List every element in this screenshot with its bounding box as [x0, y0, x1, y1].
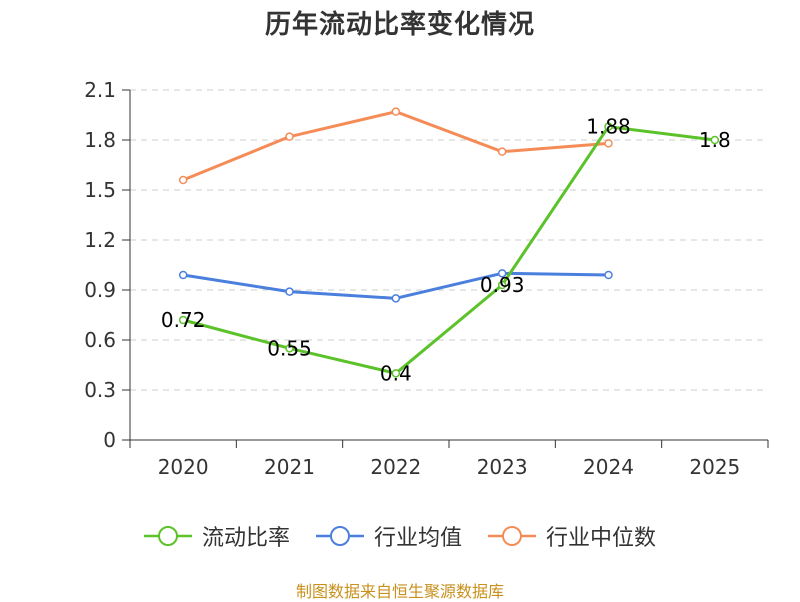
data-point [710, 135, 720, 145]
data-point [391, 107, 401, 116]
data-point [497, 147, 507, 156]
series-line-0 [182, 125, 716, 375]
data-label: 0.55 [267, 336, 312, 360]
data-point [497, 280, 507, 290]
data-point [391, 369, 401, 378]
x-tick-label: 2025 [689, 455, 740, 479]
y-tick-label: 0 [103, 428, 116, 452]
data-label: 1.8 [699, 128, 731, 152]
series-line-2 [182, 110, 609, 182]
legend-item-industry-mean[interactable]: 行业均值 [315, 520, 462, 552]
data-point [178, 175, 188, 185]
legend-marker-industry-mean [315, 526, 364, 546]
data-point [178, 315, 188, 325]
legend-marker-industry-median [488, 526, 536, 546]
source-note: 制图数据来自恒生聚源数据库 [295, 582, 504, 601]
data-label: 0.4 [380, 361, 412, 385]
data-label: 0.93 [480, 273, 525, 297]
x-tick-label: 2024 [583, 455, 634, 479]
x-tick-label: 2023 [477, 455, 528, 479]
y-tick-label: 1.8 [84, 128, 116, 152]
y-tick-label: 0.6 [84, 328, 116, 352]
data-point [178, 270, 188, 280]
x-tick-label: 2020 [158, 455, 209, 479]
legend-label-current-ratio: 流动比率 [201, 526, 290, 551]
data-point [604, 270, 613, 280]
data-point [604, 122, 613, 131]
data-point [285, 344, 294, 353]
y-tick-label: 0.3 [84, 378, 116, 402]
data-point [285, 287, 294, 296]
data-label: 0.72 [161, 308, 206, 332]
data-point [285, 132, 294, 141]
y-tick-label: 1.5 [84, 178, 116, 202]
y-tick-label: 2.1 [84, 78, 116, 102]
legend-item-current-ratio[interactable]: 流动比率 [143, 520, 290, 552]
chart-title: 历年流动比率变化情况 [264, 10, 535, 40]
y-tick-label: 1.2 [84, 228, 116, 252]
x-tick-label: 2021 [264, 455, 315, 479]
legend-label-industry-median: 行业中位数 [546, 526, 657, 551]
x-tick-label: 2022 [370, 455, 421, 479]
legend-label-industry-mean: 行业均值 [373, 526, 462, 551]
legend-item-industry-median[interactable]: 行业中位数 [488, 520, 656, 552]
legend: 流动比率 行业均值 行业中位数 [0, 520, 800, 552]
data-point [391, 294, 401, 303]
y-tick-label: 0.9 [84, 278, 116, 302]
data-point [497, 269, 507, 278]
data-label: 1.88 [586, 115, 631, 139]
legend-marker-current-ratio [143, 526, 192, 546]
data-point [604, 139, 613, 148]
